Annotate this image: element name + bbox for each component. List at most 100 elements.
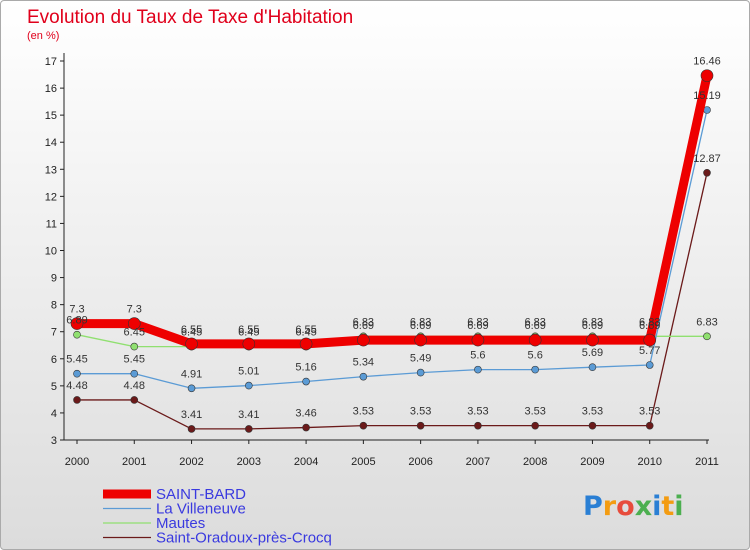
data-label-la-villeneuve-2011: 15.19 bbox=[693, 90, 721, 102]
logo-letter: o bbox=[616, 491, 635, 522]
data-label-mautes-2005: 6.83 bbox=[353, 316, 374, 328]
data-label-mautes-2010: 6.83 bbox=[639, 316, 660, 328]
logo-letter: i bbox=[652, 491, 662, 522]
data-label-la-villeneuve-2010: 5.77 bbox=[639, 345, 660, 357]
data-label-saint-bard-2005: 6.69 bbox=[353, 320, 374, 332]
data-label-mautes-2001: 6.45 bbox=[124, 327, 145, 339]
point-saint-bard-2005 bbox=[357, 333, 370, 347]
point-la-villeneuve-2010 bbox=[645, 361, 654, 369]
data-label-saint-bard-2003: 6.55 bbox=[238, 324, 259, 336]
point-saint-oradoux-pres-crocq-2002 bbox=[187, 425, 196, 433]
point-saint-bard-2001 bbox=[127, 317, 141, 330]
point-saint-bard-2006 bbox=[414, 333, 427, 347]
legend-label-saint-oradoux-pres-crocq: Saint-Oradoux-près-Crocq bbox=[156, 530, 332, 547]
series-line-la-villeneuve bbox=[77, 109, 708, 389]
point-saint-bard-2011 bbox=[700, 69, 714, 82]
data-label-mautes-2003: 6.45 bbox=[238, 327, 259, 339]
y-tick-label-7: 7 bbox=[51, 327, 57, 339]
data-label-saint-oradoux-pres-crocq-2011: 12.87 bbox=[693, 153, 721, 165]
data-label-mautes-2009: 6.83 bbox=[582, 316, 603, 328]
data-label-la-villeneuve-2001: 5.45 bbox=[124, 354, 145, 366]
data-label-la-villeneuve-2003: 5.01 bbox=[238, 366, 259, 378]
point-saint-bard-2004 bbox=[299, 337, 313, 351]
data-label-mautes-2000: 6.89 bbox=[66, 315, 87, 327]
logo-letter: x bbox=[634, 491, 653, 522]
point-la-villeneuve-2002 bbox=[187, 384, 196, 393]
point-saint-oradoux-pres-crocq-2000 bbox=[73, 396, 81, 404]
logo-letter: P bbox=[583, 491, 603, 522]
data-label-saint-oradoux-pres-crocq-2001: 4.48 bbox=[124, 380, 145, 392]
data-label-la-villeneuve-2002: 4.91 bbox=[181, 368, 202, 380]
data-label-saint-bard-2006: 6.69 bbox=[410, 320, 431, 332]
data-label-saint-bard-2008: 6.69 bbox=[524, 320, 545, 332]
point-la-villeneuve-2000 bbox=[73, 369, 81, 378]
data-label-saint-bard-2001: 7.3 bbox=[127, 304, 142, 316]
data-label-saint-bard-2004: 6.55 bbox=[295, 324, 316, 336]
x-tick-label-2004: 2004 bbox=[294, 456, 318, 468]
y-tick-label-16: 16 bbox=[45, 83, 57, 95]
y-tick-label-3: 3 bbox=[51, 435, 57, 447]
point-la-villeneuve-2001 bbox=[130, 369, 139, 378]
logo-letter: i bbox=[674, 491, 684, 522]
point-saint-oradoux-pres-crocq-2009 bbox=[588, 421, 597, 430]
data-label-saint-oradoux-pres-crocq-2002: 3.41 bbox=[181, 409, 202, 421]
x-tick-label-2007: 2007 bbox=[466, 456, 490, 468]
data-label-mautes-2006: 6.83 bbox=[410, 316, 431, 328]
data-label-mautes-2004: 6.45 bbox=[295, 327, 316, 339]
data-label-saint-oradoux-pres-crocq-2005: 3.53 bbox=[353, 406, 374, 418]
x-tick-label-2003: 2003 bbox=[237, 456, 261, 468]
point-la-villeneuve-2004 bbox=[302, 377, 310, 386]
chart-subtitle: (en %) bbox=[27, 30, 60, 42]
data-label-mautes-2011: 6.83 bbox=[696, 316, 717, 328]
data-label-saint-oradoux-pres-crocq-2004: 3.46 bbox=[295, 408, 316, 420]
point-la-villeneuve-2008 bbox=[531, 365, 539, 374]
data-label-mautes-2002: 6.45 bbox=[181, 327, 202, 339]
y-tick-label-9: 9 bbox=[51, 273, 57, 285]
data-label-saint-oradoux-pres-crocq-2003: 3.41 bbox=[238, 409, 259, 421]
data-label-saint-oradoux-pres-crocq-2006: 3.53 bbox=[410, 406, 431, 418]
point-saint-bard-2003 bbox=[242, 337, 256, 351]
x-tick-label-2010: 2010 bbox=[637, 456, 661, 468]
chart-title: Evolution du Taux de Taxe d'Habitation bbox=[27, 7, 354, 28]
logo-letter: r bbox=[602, 491, 617, 522]
point-saint-bard-2008 bbox=[528, 333, 542, 347]
legend-label-la-villeneuve: La Villeneuve bbox=[156, 501, 246, 518]
data-label-saint-bard-2002: 6.55 bbox=[181, 324, 202, 336]
data-label-la-villeneuve-2006: 5.49 bbox=[410, 353, 431, 365]
point-saint-oradoux-pres-crocq-2001 bbox=[130, 396, 139, 404]
data-label-la-villeneuve-2008: 5.6 bbox=[528, 350, 543, 362]
x-tick-label-2002: 2002 bbox=[179, 456, 203, 468]
point-mautes-2000 bbox=[73, 330, 81, 339]
x-tick-label-2011: 2011 bbox=[695, 456, 719, 468]
point-saint-bard-2002 bbox=[185, 337, 198, 351]
point-saint-bard-2000 bbox=[70, 317, 84, 330]
data-label-mautes-2007: 6.83 bbox=[467, 316, 488, 328]
point-la-villeneuve-2006 bbox=[416, 368, 425, 377]
x-tick-label-2000: 2000 bbox=[65, 456, 89, 468]
y-tick-label-10: 10 bbox=[45, 246, 57, 258]
data-label-saint-oradoux-pres-crocq-2000: 4.48 bbox=[66, 380, 87, 392]
point-saint-oradoux-pres-crocq-2011 bbox=[703, 169, 711, 177]
data-label-saint-bard-2011: 16.46 bbox=[693, 56, 721, 68]
data-label-saint-bard-2007: 6.69 bbox=[467, 320, 488, 332]
y-tick-label-12: 12 bbox=[45, 191, 57, 203]
point-saint-bard-2010 bbox=[643, 333, 657, 347]
series-line-saint-oradoux-pres-crocq bbox=[77, 172, 708, 430]
data-label-saint-oradoux-pres-crocq-2009: 3.53 bbox=[582, 406, 603, 418]
data-label-saint-oradoux-pres-crocq-2008: 3.53 bbox=[524, 406, 545, 418]
point-saint-bard-2009 bbox=[586, 333, 599, 347]
data-label-la-villeneuve-2000: 5.45 bbox=[66, 354, 87, 366]
point-la-villeneuve-2007 bbox=[474, 365, 482, 374]
point-la-villeneuve-2003 bbox=[245, 381, 253, 390]
data-label-saint-bard-2010: 6.69 bbox=[639, 320, 660, 332]
y-tick-label-5: 5 bbox=[51, 381, 57, 393]
data-label-saint-bard-2000: 7.3 bbox=[69, 304, 84, 316]
point-saint-bard-2007 bbox=[471, 333, 485, 347]
proxiti-logo: Proxiti bbox=[583, 491, 684, 522]
point-mautes-2001 bbox=[130, 342, 139, 351]
data-label-la-villeneuve-2004: 5.16 bbox=[295, 362, 316, 374]
point-saint-oradoux-pres-crocq-2010 bbox=[645, 421, 654, 430]
y-tick-label-14: 14 bbox=[45, 137, 57, 149]
y-tick-label-13: 13 bbox=[45, 164, 57, 176]
